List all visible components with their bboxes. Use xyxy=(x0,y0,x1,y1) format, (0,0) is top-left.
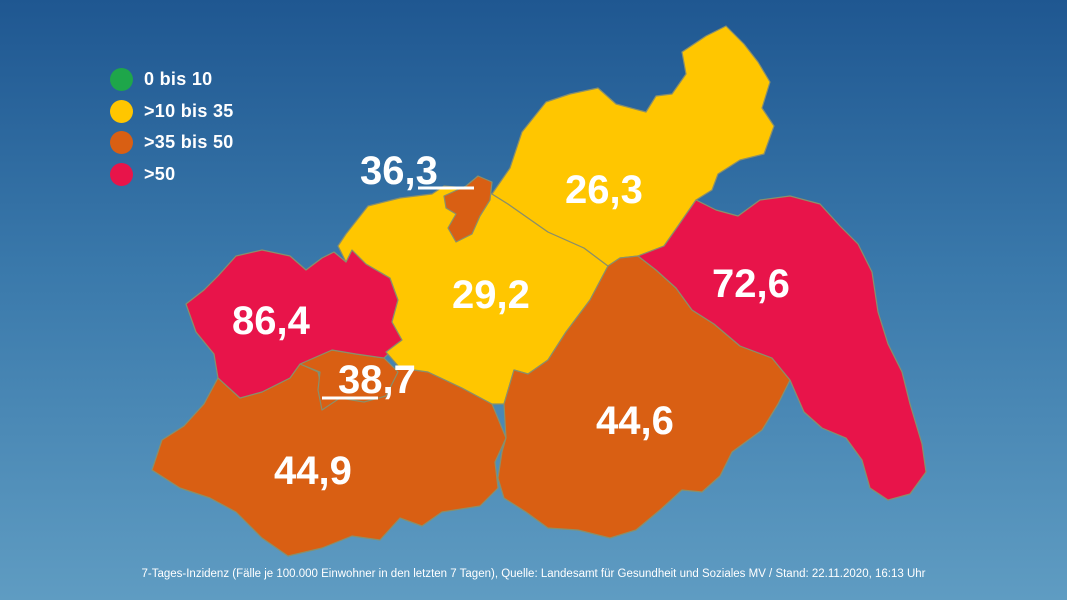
value-label-rostock-stadt: 36,3 xyxy=(360,149,438,193)
legend-item-35-50: >35 bis 50 xyxy=(110,127,234,159)
legend-dot-orange xyxy=(110,131,133,155)
legend-item-over-50: >50 xyxy=(110,159,234,191)
legend-dot-yellow xyxy=(110,99,133,123)
value-label-vorpommern-greifswald: 72,6 xyxy=(712,262,790,306)
legend-label: 0 bis 10 xyxy=(144,69,213,90)
value-label-nordwestmecklenburg: 86,4 xyxy=(232,299,311,343)
source-footnote: 7-Tages-Inzidenz (Fälle je 100.000 Einwo… xyxy=(141,568,926,580)
value-label-ludwigslust-parchim: 44,9 xyxy=(274,449,352,493)
region-vorpommern-greifswald[interactable] xyxy=(637,195,927,501)
legend-label: >10 bis 35 xyxy=(144,100,234,121)
map-legend: 0 bis 10 >10 bis 35 >35 bis 50 >50 xyxy=(110,64,234,190)
legend-label: >50 xyxy=(144,163,176,184)
legend-label: >35 bis 50 xyxy=(144,132,234,153)
legend-item-10-35: >10 bis 35 xyxy=(110,96,234,128)
value-label-mecklenburgische-seenplatte: 44,6 xyxy=(596,399,674,443)
legend-dot-red xyxy=(110,162,133,186)
legend-item-0-10: 0 bis 10 xyxy=(110,64,234,96)
legend-dot-green xyxy=(110,68,133,92)
value-label-schwerin: 38,7 xyxy=(338,358,416,402)
value-label-vorpommern-ruegen: 26,3 xyxy=(565,168,643,212)
region-rostock-stadt[interactable] xyxy=(443,175,493,243)
value-label-rostock-landkreis: 29,2 xyxy=(452,273,530,317)
